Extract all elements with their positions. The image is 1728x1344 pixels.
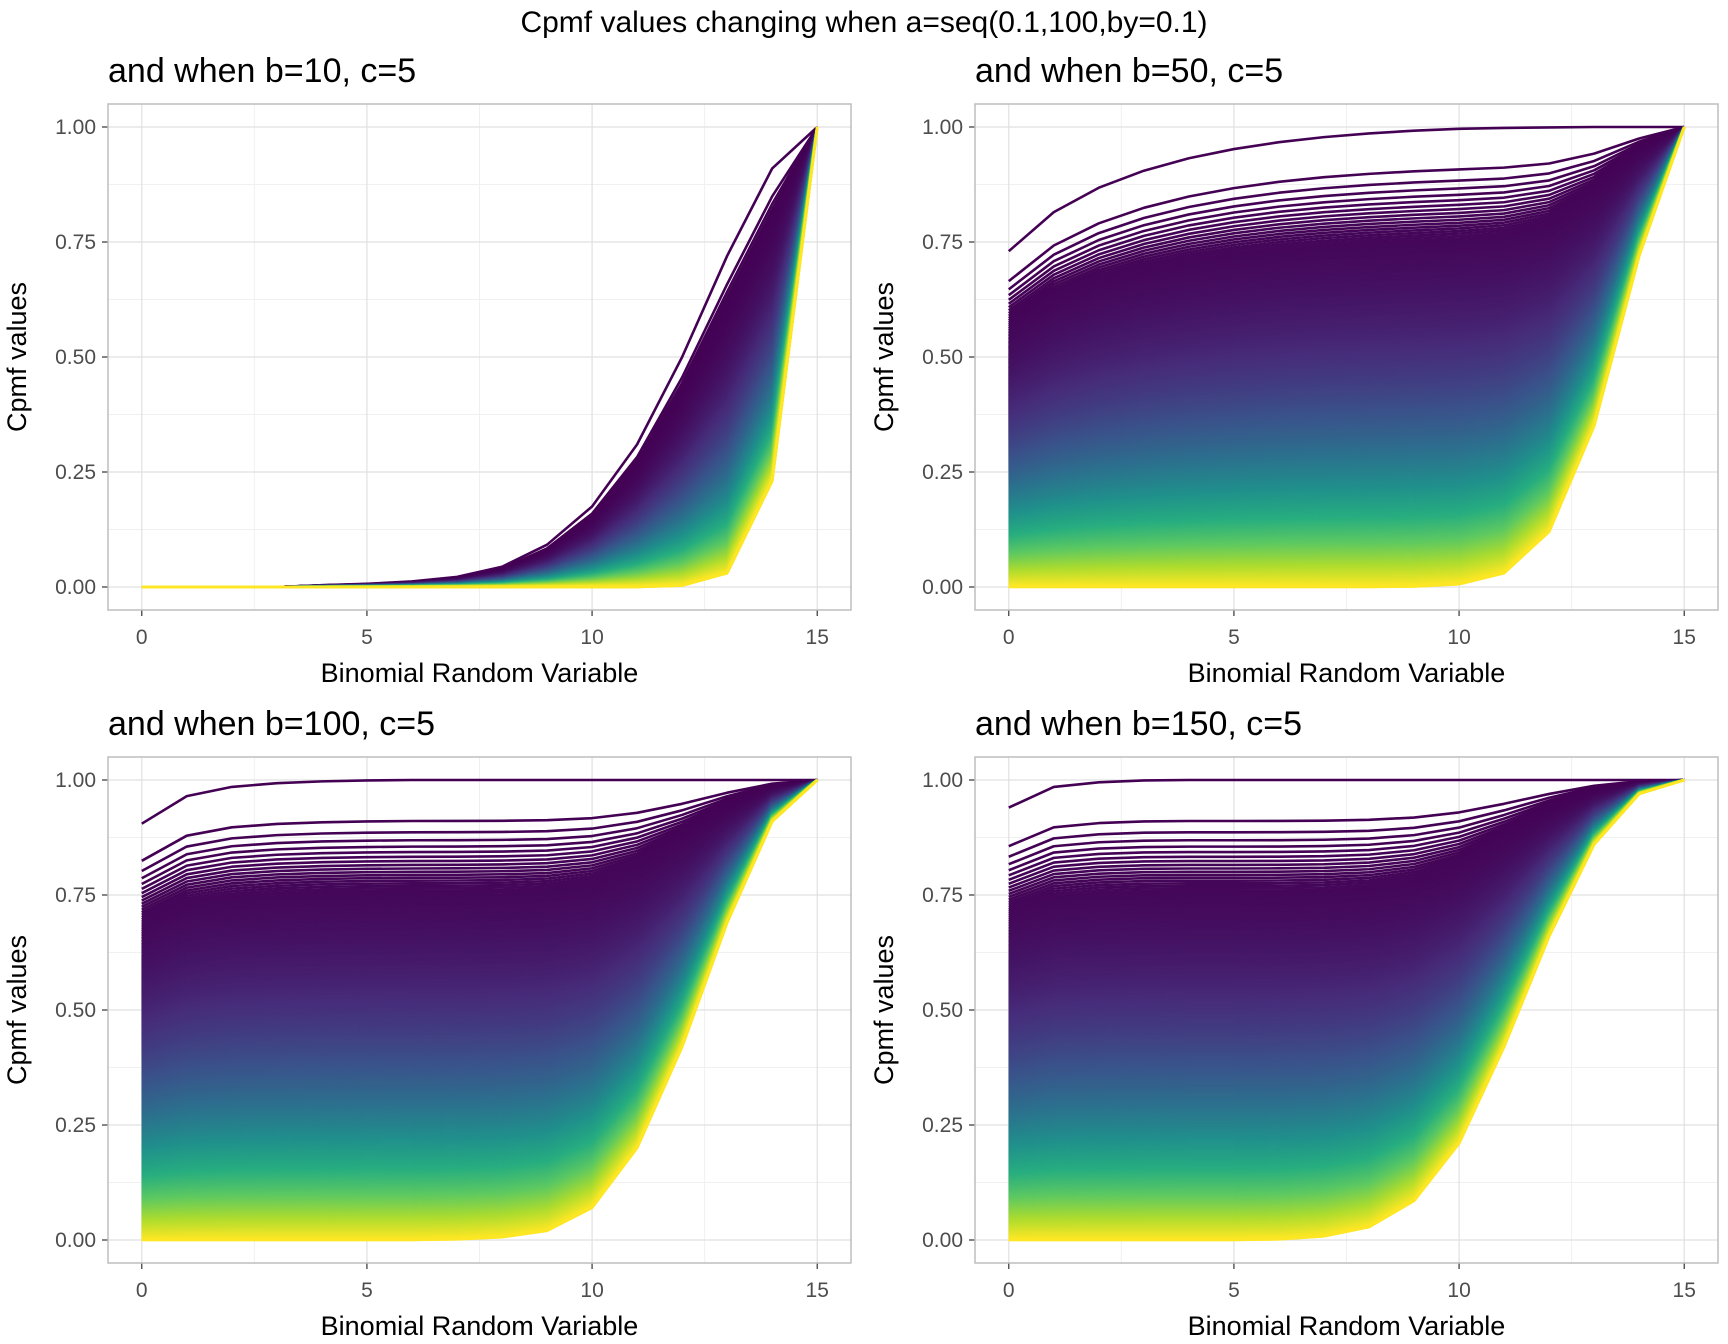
x-axis-label: Binomial Random Variable xyxy=(1188,658,1506,688)
y-axis-label: Cpmf values xyxy=(869,282,899,432)
series-line xyxy=(1008,126,1686,589)
y-tick-label: 0.00 xyxy=(55,1229,96,1252)
y-tick-label: 0.75 xyxy=(922,884,963,907)
series-line xyxy=(1008,125,1685,315)
y-tick-label: 1.00 xyxy=(55,769,96,792)
y-tick-label: 0.50 xyxy=(922,346,963,369)
series-line xyxy=(1008,125,1685,338)
series-line xyxy=(141,778,818,873)
panel-2: and when b=50, c=5 0 5 10 15 0.00 0.25 0.50 0.75… xyxy=(869,52,1719,688)
panel-4: and when b=150, c=5 0 5 10 15 0.00 0.25 0.50 0.7… xyxy=(869,705,1719,1341)
series-line xyxy=(1008,125,1685,326)
x-tick-label: 0 xyxy=(136,1279,148,1302)
x-tick-label: 0 xyxy=(1003,626,1015,649)
y-tick-label: 0.50 xyxy=(922,999,963,1022)
x-tick-label: 10 xyxy=(580,626,603,649)
series-line xyxy=(1008,778,1685,809)
y-tick-label: 0.25 xyxy=(922,461,963,484)
series-line xyxy=(141,778,818,891)
y-tick-label: 0.25 xyxy=(922,1114,963,1137)
y-tick-label: 1.00 xyxy=(55,116,96,139)
x-axis-label: Binomial Random Variable xyxy=(321,658,639,688)
y-tick-label: 0.75 xyxy=(55,231,96,254)
x-tick-label: 15 xyxy=(806,1279,829,1302)
panel-border xyxy=(107,103,852,611)
panels: and when b=10, c=5 0 5 10 15 0.00 0.25 0.50 0.75… xyxy=(2,52,1719,1341)
series-line xyxy=(1008,778,1685,858)
panel-title: and when b=50, c=5 xyxy=(975,52,1283,90)
series-lines xyxy=(141,778,819,1242)
y-tick-label: 0.25 xyxy=(55,461,96,484)
series-lines xyxy=(1008,778,1685,1242)
series-line xyxy=(1007,125,1685,297)
y-axis-label: Cpmf values xyxy=(2,282,32,432)
panel-title: and when b=100, c=5 xyxy=(108,705,435,743)
x-tick-label: 5 xyxy=(1228,626,1240,649)
panel-border xyxy=(974,103,1719,611)
x-tick-label: 15 xyxy=(1673,1279,1696,1302)
y-tick-label: 0.25 xyxy=(55,1114,96,1137)
panel-1: and when b=10, c=5 0 5 10 15 0.00 0.25 0.50 0.75… xyxy=(2,52,852,688)
x-tick-label: 5 xyxy=(361,1279,373,1302)
y-tick-label: 0.00 xyxy=(922,576,963,599)
series-line xyxy=(141,778,818,825)
series-line xyxy=(1008,125,1685,332)
y-tick-label: 0.00 xyxy=(922,1229,963,1252)
series-line xyxy=(1008,125,1685,335)
series-line xyxy=(1007,125,1685,301)
series-line xyxy=(141,778,818,862)
panel-title: and when b=10, c=5 xyxy=(108,52,416,90)
x-tick-label: 5 xyxy=(361,626,373,649)
series-line xyxy=(1008,125,1685,312)
y-tick-label: 1.00 xyxy=(922,769,963,792)
series-lines xyxy=(141,126,819,589)
panel-3: and when b=100, c=5 0 5 10 15 0.00 0.25 0.50 0.7… xyxy=(2,705,852,1341)
series-line xyxy=(1008,125,1685,337)
x-tick-label: 15 xyxy=(1673,626,1696,649)
x-tick-label: 10 xyxy=(580,1279,603,1302)
x-tick-label: 0 xyxy=(136,626,148,649)
series-line xyxy=(141,778,818,899)
x-tick-label: 10 xyxy=(1447,1279,1470,1302)
y-tick-label: 0.50 xyxy=(55,999,96,1022)
series-line xyxy=(1008,778,1685,848)
x-axis-label: Binomial Random Variable xyxy=(1188,1311,1506,1341)
series-line xyxy=(1008,125,1685,322)
series-line xyxy=(1008,125,1685,309)
y-axis-label: Cpmf values xyxy=(869,935,899,1085)
x-tick-label: 5 xyxy=(1228,1279,1240,1302)
series-line xyxy=(141,778,818,902)
y-tick-label: 0.75 xyxy=(55,884,96,907)
series-line xyxy=(1008,125,1685,328)
y-tick-label: 0.75 xyxy=(922,231,963,254)
series-line xyxy=(141,126,819,589)
series-line xyxy=(1008,125,1685,333)
panel-title: and when b=150, c=5 xyxy=(975,705,1302,743)
series-lines xyxy=(1007,125,1686,589)
series-line xyxy=(1008,778,1685,866)
series-line xyxy=(1008,125,1685,317)
y-axis-label: Cpmf values xyxy=(2,935,32,1085)
y-tick-label: 0.50 xyxy=(55,346,96,369)
series-line xyxy=(1007,125,1685,291)
series-line xyxy=(1007,125,1685,283)
figure-title: Cpmf values changing when a=seq(0.1,100,… xyxy=(520,6,1207,39)
series-line xyxy=(1007,125,1685,253)
x-tick-label: 15 xyxy=(806,626,829,649)
series-line xyxy=(141,778,818,895)
y-tick-label: 0.00 xyxy=(55,576,96,599)
series-line xyxy=(1008,125,1685,305)
series-line xyxy=(141,778,818,880)
series-line xyxy=(1008,125,1685,320)
series-line xyxy=(1008,125,1685,324)
x-tick-label: 0 xyxy=(1003,1279,1015,1302)
series-line xyxy=(141,778,818,886)
series-line xyxy=(1008,125,1685,330)
y-tick-label: 1.00 xyxy=(922,116,963,139)
panel-border xyxy=(107,756,852,1264)
x-tick-label: 10 xyxy=(1447,626,1470,649)
series-line xyxy=(141,779,819,1242)
x-axis-label: Binomial Random Variable xyxy=(321,1311,639,1341)
